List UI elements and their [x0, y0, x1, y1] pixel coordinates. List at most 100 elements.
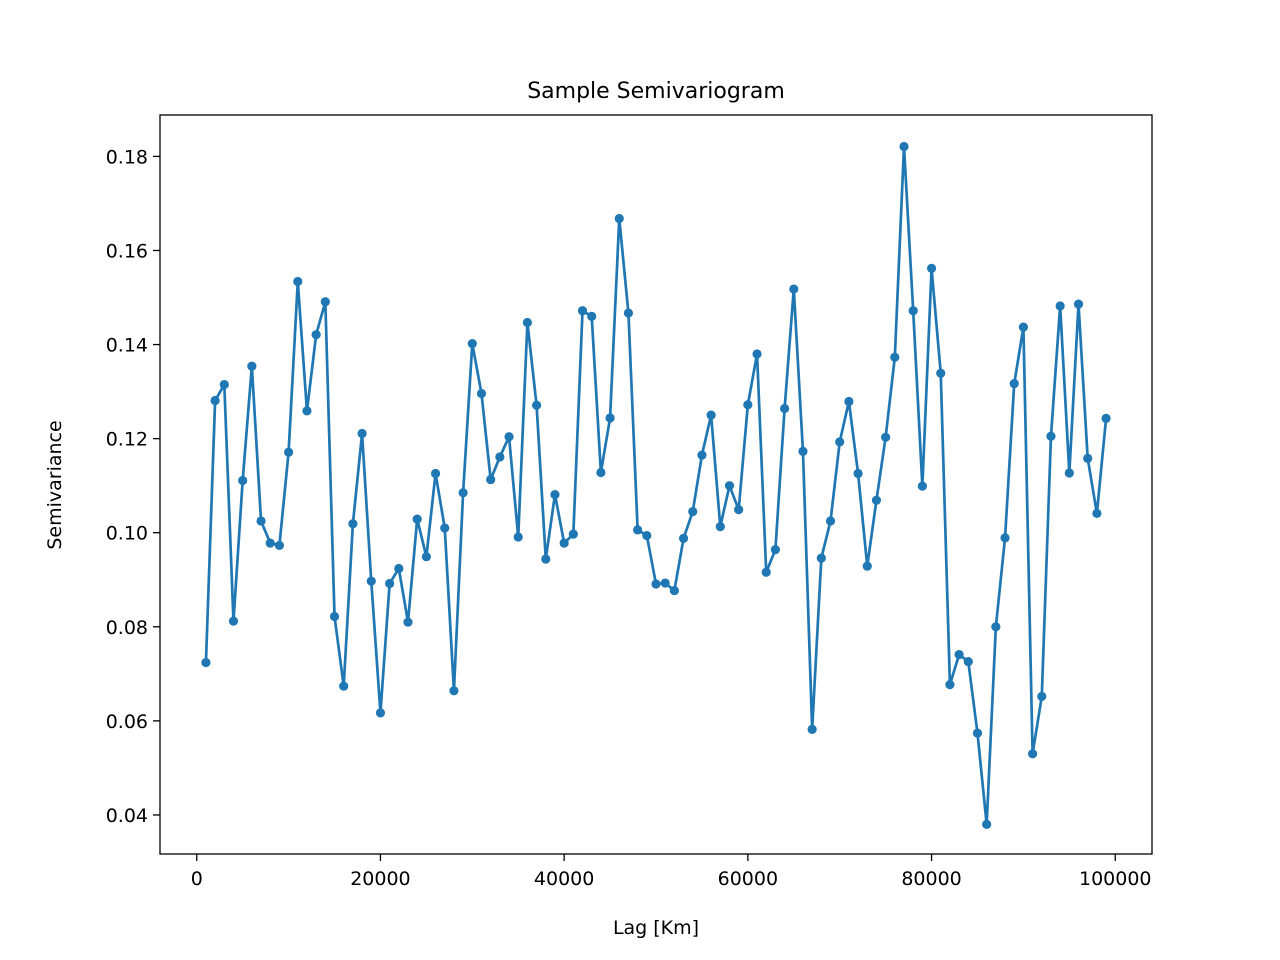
- data-point: [283, 447, 294, 457]
- data-point: [853, 468, 863, 479]
- data-point: [1037, 691, 1047, 702]
- data-point: [421, 552, 431, 562]
- data-point: [614, 213, 624, 224]
- x-axis: 0 20000 40000 60000 80000 100000: [191, 854, 1152, 890]
- data-point: [1000, 533, 1010, 543]
- data-point: [1073, 299, 1084, 309]
- chart-title: Sample Semivariogram: [527, 79, 785, 104]
- x-tick-label: 80000: [901, 868, 961, 890]
- y-tick-label: 0.14: [106, 335, 148, 357]
- data-point: [440, 523, 450, 533]
- data-point: [936, 368, 946, 378]
- data-point: [366, 576, 376, 586]
- data-point: [219, 379, 229, 390]
- data-point: [991, 622, 1001, 632]
- data-point: [779, 403, 790, 414]
- data-point: [449, 686, 459, 696]
- data-point: [467, 339, 477, 349]
- data-point: [798, 446, 808, 456]
- x-tick-label: 60000: [718, 868, 778, 890]
- data-point: [357, 428, 367, 439]
- data-point: [412, 514, 422, 524]
- data-point: [1055, 301, 1065, 311]
- data-point: [256, 516, 266, 526]
- data-point: [669, 585, 679, 596]
- data-point: [926, 263, 937, 273]
- data-point: [476, 388, 487, 399]
- data-point: [871, 495, 882, 505]
- data-point: [596, 467, 606, 478]
- data-point: [1092, 508, 1102, 519]
- data-point: [587, 311, 597, 321]
- data-point: [1101, 413, 1111, 424]
- data-point: [311, 330, 321, 340]
- data-point: [807, 724, 817, 734]
- data-point: [339, 681, 349, 691]
- data-point: [945, 680, 955, 690]
- data-point: [577, 306, 588, 316]
- data-point: [972, 728, 983, 738]
- data-point: [550, 490, 560, 500]
- data-point: [697, 450, 707, 460]
- data-point: [789, 284, 799, 294]
- data-point: [302, 406, 312, 416]
- data-point: [917, 481, 927, 491]
- data-point: [724, 481, 735, 491]
- data-point: [385, 578, 395, 589]
- x-tick-label: 100000: [1079, 868, 1152, 890]
- data-point: [899, 141, 909, 152]
- data-point: [605, 413, 615, 423]
- data-point: [734, 505, 744, 515]
- data-point: [715, 522, 725, 532]
- data-point: [293, 276, 303, 287]
- data-point: [688, 506, 698, 517]
- x-tick-label: 40000: [534, 868, 594, 890]
- data-point: [844, 396, 854, 407]
- x-axis-label: Lag [Km]: [613, 917, 699, 939]
- data-point: [642, 530, 652, 541]
- data-point: [835, 437, 845, 447]
- data-point: [816, 553, 826, 563]
- data-point: [228, 616, 239, 626]
- data-point: [825, 516, 836, 526]
- axes-frame: [159, 114, 1153, 855]
- data-point: [375, 708, 386, 718]
- data-point: [660, 578, 670, 588]
- data-point: [247, 361, 257, 371]
- data-point: [394, 563, 404, 574]
- data-point: [954, 649, 964, 660]
- data-point: [770, 545, 781, 555]
- data-point: [265, 538, 275, 548]
- data-point: [1046, 431, 1056, 441]
- data-point: [238, 475, 248, 486]
- data-point: [568, 529, 578, 539]
- data-point: [504, 432, 514, 442]
- data-point: [623, 308, 634, 318]
- data-point: [633, 525, 643, 535]
- data-point: [329, 611, 340, 622]
- data-point: [1083, 453, 1093, 463]
- series-line: [204, 145, 1108, 826]
- data-point: [743, 400, 753, 410]
- x-tick-label: 0: [191, 868, 203, 890]
- data-point: [862, 561, 872, 571]
- data-point: [486, 474, 496, 485]
- y-tick-label: 0.04: [106, 805, 148, 827]
- data-point: [1018, 322, 1029, 332]
- data-point: [651, 579, 661, 589]
- data-point: [403, 617, 413, 627]
- plot-area: [201, 141, 1111, 829]
- data-point: [1009, 379, 1019, 389]
- data-point: [678, 533, 689, 543]
- data-point: [531, 400, 542, 410]
- data-point: [495, 452, 505, 462]
- data-point: [706, 410, 716, 420]
- data-point: [761, 567, 771, 577]
- y-tick-label: 0.06: [106, 711, 148, 733]
- data-point: [348, 519, 358, 529]
- data-point: [752, 349, 762, 359]
- y-axis-label: Semivariance: [44, 420, 66, 549]
- data-point: [541, 554, 551, 564]
- data-point: [430, 468, 441, 479]
